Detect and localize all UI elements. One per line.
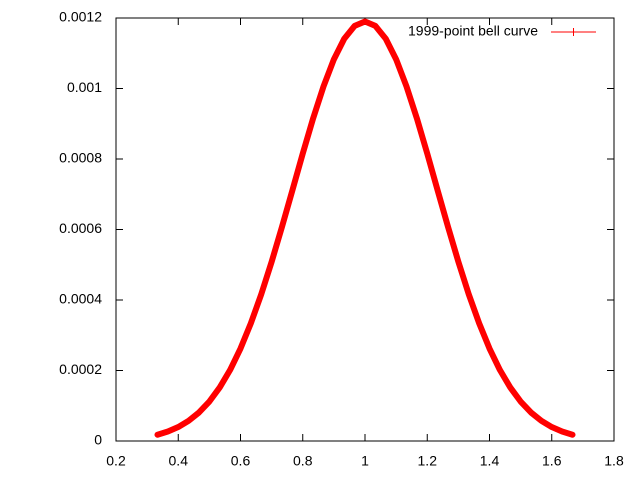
y-tick-label: 0.0012	[59, 9, 102, 25]
legend-label: 1999-point bell curve	[408, 23, 538, 39]
x-tick-label: 1	[361, 453, 369, 469]
x-tick-label: 1.8	[604, 453, 624, 469]
y-tick-label: 0.0002	[59, 361, 102, 377]
y-tick-label: 0.0006	[59, 220, 102, 236]
x-tick-label: 0.6	[231, 453, 251, 469]
curve	[154, 18, 576, 438]
y-tick-label: 0.001	[67, 79, 102, 95]
plot-frame	[115, 17, 615, 442]
x-tick-label: 0.4	[169, 453, 189, 469]
y-tick-label: 0.0004	[59, 291, 102, 307]
x-tick-label: 1.6	[542, 453, 562, 469]
x-tick-label: 0.2	[106, 453, 126, 469]
y-tick-label: 0	[94, 432, 102, 448]
x-tick-label: 1.4	[480, 453, 500, 469]
x-tick-label: 1.2	[418, 453, 438, 469]
x-tick-label: 0.8	[293, 453, 313, 469]
y-tick-label: 0.0008	[59, 150, 102, 166]
